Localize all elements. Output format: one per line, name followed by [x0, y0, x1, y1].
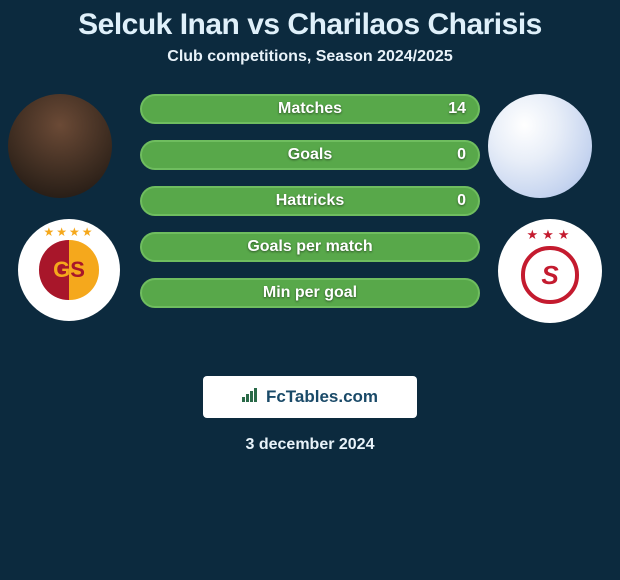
- date-text: 3 december 2024: [0, 436, 620, 454]
- bar-value-right: 0: [457, 146, 466, 164]
- bar-label: Min per goal: [140, 284, 480, 302]
- comparison-card: Selcuk Inan vs Charilaos Charisis Club c…: [0, 0, 620, 580]
- bar-value-right: 14: [448, 100, 466, 118]
- stat-bar-row: Hattricks0: [140, 186, 480, 216]
- stars-icon: ★★★: [498, 227, 602, 243]
- club-sv-letter: S: [521, 246, 578, 303]
- content-area: ★★★★ GS ★★★ S Matches14Goals0Hattricks0G…: [0, 94, 620, 354]
- club-sv-logo: ★★★ S: [498, 219, 602, 323]
- stat-bar-row: Matches14: [140, 94, 480, 124]
- stat-bar-row: Goals per match: [140, 232, 480, 262]
- club-gs-letters: GS: [39, 240, 98, 299]
- stat-bar-row: Goals0: [140, 140, 480, 170]
- bar-label: Matches: [140, 100, 480, 118]
- bar-value-right: 0: [457, 192, 466, 210]
- site-logo-text: FcTables.com: [266, 387, 378, 407]
- bar-label: Goals: [140, 146, 480, 164]
- player-avatar-right: [488, 94, 592, 198]
- player-avatar-left: [8, 94, 112, 198]
- club-badge-right: ★★★ S: [498, 219, 602, 323]
- chart-icon: [242, 387, 260, 407]
- stat-bars: Matches14Goals0Hattricks0Goals per match…: [140, 94, 480, 324]
- bar-label: Hattricks: [140, 192, 480, 210]
- club-gs-logo: ★★★★ GS: [18, 219, 120, 321]
- stat-bar-row: Min per goal: [140, 278, 480, 308]
- face-placeholder: [488, 94, 592, 198]
- page-title: Selcuk Inan vs Charilaos Charisis: [0, 0, 620, 42]
- stars-icon: ★★★★: [18, 225, 120, 239]
- bar-label: Goals per match: [140, 238, 480, 256]
- club-badge-left: ★★★★ GS: [18, 219, 120, 321]
- site-logo: FcTables.com: [203, 376, 417, 418]
- subtitle: Club competitions, Season 2024/2025: [0, 48, 620, 66]
- face-placeholder: [8, 94, 112, 198]
